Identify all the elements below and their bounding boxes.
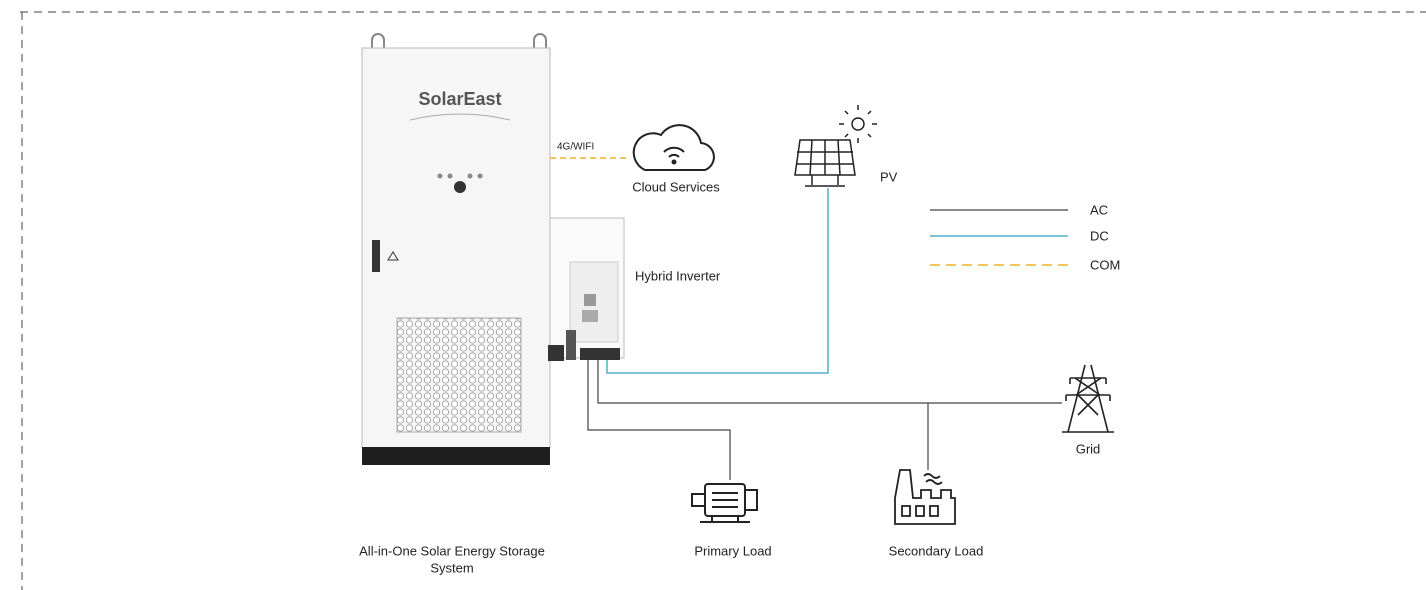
hybrid-inverter [548,218,624,361]
grid-icon [1062,365,1114,432]
legend-label: AC [1090,202,1108,217]
motor-icon [692,484,757,522]
cloud-label: Cloud Services [632,179,720,194]
primary-load-label: Primary Load [694,543,771,558]
diagram: SolarEast Hybrid Inverter 4G/WIFI Cloud … [0,0,1426,590]
cloud-icon [634,125,714,170]
storage-cabinet: SolarEast [362,34,550,465]
secondary-load-label: Secondary Load [889,543,984,558]
legend-label: COM [1090,257,1120,272]
factory-icon [895,470,955,524]
link-label: 4G/WIFI [557,142,594,153]
grid-label: Grid [1076,441,1101,456]
inverter-label: Hybrid Inverter [635,268,721,283]
logo: SolarEast [418,89,501,109]
pv-icon [795,105,877,186]
ac-line-primary [588,360,730,480]
pv-label: PV [880,169,898,184]
legend-label: DC [1090,228,1109,243]
ac-line-grid [598,360,1062,403]
system-label: All-in-One Solar Energy Storage [359,543,545,558]
system-label: System [430,560,473,575]
